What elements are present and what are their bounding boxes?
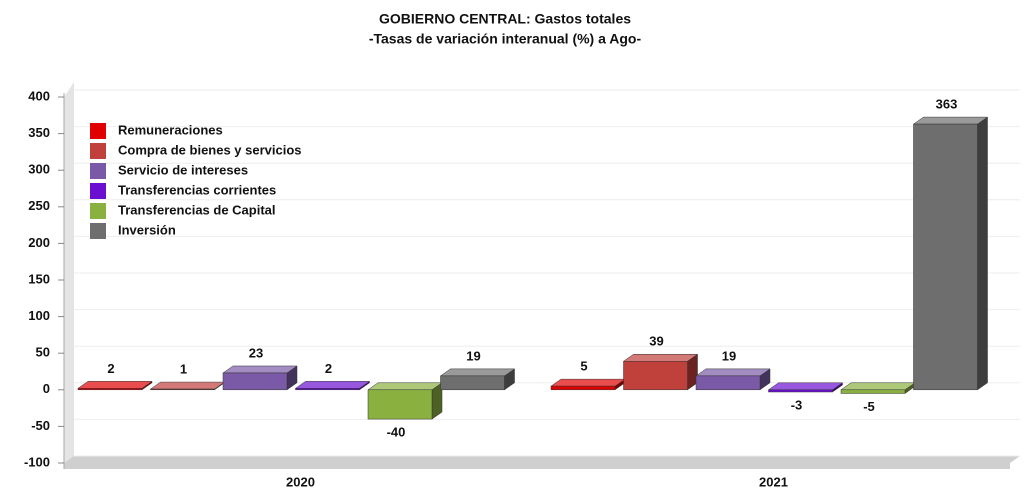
chart-title: GOBIERNO CENTRAL: Gastos totales: [379, 11, 631, 27]
legend-swatch: [90, 183, 106, 199]
y-tick-label: -50: [31, 418, 50, 433]
y-tick-label: 200: [28, 235, 50, 250]
bar: [77, 388, 143, 391]
bar-top: [149, 381, 226, 390]
value-label: 19: [466, 348, 480, 363]
value-label: 1: [180, 362, 187, 377]
value-label: 2: [325, 361, 332, 376]
bar: [295, 388, 360, 391]
value-label: -5: [863, 399, 875, 414]
bar: [440, 375, 505, 391]
legend-swatch: [90, 123, 106, 139]
value-label: 2: [107, 361, 114, 376]
floor: [64, 456, 1020, 469]
bar: [695, 375, 761, 391]
y-tick-label: 0: [43, 381, 50, 396]
legend-label: Transferencias corrientes: [118, 182, 276, 197]
legend-label: Remuneraciones: [118, 122, 223, 137]
bar: [367, 389, 433, 420]
y-tick-label: 100: [28, 308, 50, 323]
value-label: -3: [791, 397, 803, 412]
bar-top: [767, 382, 844, 391]
chart-subtitle: -Tasas de variación interanual (%) a Ago…: [369, 31, 642, 47]
bar-top: [294, 381, 371, 389]
bar-top: [695, 368, 771, 377]
value-label: -40: [387, 425, 406, 440]
bar: [913, 123, 978, 391]
y-tick-label: 150: [28, 271, 50, 286]
bar-side: [977, 116, 988, 391]
value-label: 23: [249, 345, 263, 360]
side-wall: [64, 82, 74, 463]
value-label: 39: [649, 334, 663, 349]
bar: [623, 361, 688, 391]
legend-swatch: [90, 223, 106, 239]
bar: [768, 389, 833, 393]
bar-top: [439, 368, 516, 377]
bar: [550, 385, 616, 391]
bar: [222, 372, 288, 391]
bar-top: [622, 354, 699, 362]
bar-top: [840, 382, 916, 391]
bar: [150, 388, 215, 391]
legend-swatch: [90, 143, 106, 159]
value-label: 19: [722, 348, 736, 363]
bar-top: [550, 378, 626, 387]
legend-swatch: [90, 203, 106, 219]
value-label: 363: [936, 97, 958, 112]
bar-top: [912, 116, 989, 125]
y-tick-label: 400: [28, 88, 50, 103]
x-tick-label: 2020: [286, 474, 315, 489]
value-label: 5: [580, 359, 587, 374]
y-tick-label: 350: [28, 125, 50, 140]
legend-swatch: [90, 163, 106, 179]
x-tick-label: 2021: [759, 474, 788, 489]
legend-label: Transferencias de Capital: [118, 202, 276, 217]
y-tick-label: -100: [24, 454, 50, 469]
bar: [840, 389, 906, 394]
y-tick-label: 300: [28, 162, 50, 177]
bar-top: [77, 381, 153, 389]
legend-label: Servicio de intereses: [118, 162, 248, 177]
bar-top: [222, 365, 298, 374]
y-tick-label: 50: [36, 345, 50, 360]
legend-label: Inversión: [118, 222, 176, 237]
y-tick-label: 250: [28, 198, 50, 213]
bar-top: [367, 382, 443, 391]
legend-label: Compra de bienes y servicios: [118, 142, 302, 157]
